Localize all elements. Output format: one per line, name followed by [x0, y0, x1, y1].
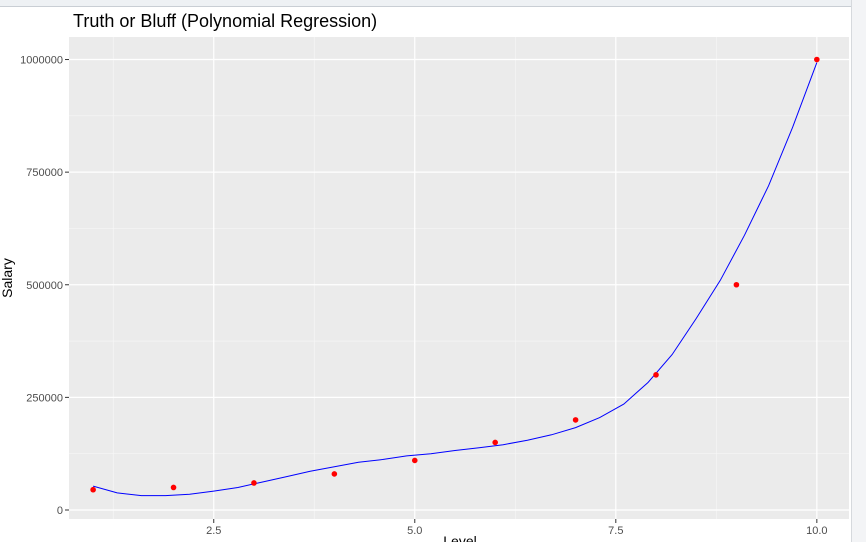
- major-gridlines: [69, 37, 849, 519]
- regression-line: [92, 62, 818, 497]
- data-point: [814, 56, 820, 63]
- y-axis-label: Salary: [0, 258, 15, 298]
- y-tick-label: 500000: [26, 280, 63, 292]
- window-scrollbar[interactable]: [851, 0, 866, 542]
- data-point: [572, 417, 579, 423]
- data-point: [170, 484, 177, 491]
- y-tick-label: 0: [57, 505, 63, 517]
- chart-series: [90, 56, 820, 497]
- chart-title: Truth or Bluff (Polynomial Regression): [73, 11, 377, 31]
- x-tick-label: 2.5: [206, 525, 221, 537]
- data-point: [90, 486, 96, 493]
- data-point: [733, 281, 740, 288]
- data-point: [251, 480, 257, 486]
- y-tick-label: 1000000: [20, 55, 63, 67]
- x-axis-ticks: 2.5 5.0 7.5 10.0: [206, 519, 828, 537]
- data-point: [411, 457, 418, 464]
- y-axis-ticks: 0 250000 500000 750000 1000000: [20, 55, 69, 517]
- x-axis-label: Level: [443, 533, 476, 542]
- x-tick-label: 7.5: [608, 525, 623, 537]
- data-point: [492, 439, 498, 446]
- data-point: [653, 372, 659, 378]
- window-top-edge: [0, 0, 866, 7]
- plot-panel: [69, 37, 849, 519]
- x-tick-label: 5.0: [407, 525, 422, 537]
- minor-gridlines: [69, 37, 849, 519]
- y-tick-label: 250000: [26, 392, 63, 404]
- x-tick-label: 10.0: [806, 525, 827, 537]
- y-tick-label: 750000: [26, 167, 63, 179]
- data-point: [331, 471, 338, 477]
